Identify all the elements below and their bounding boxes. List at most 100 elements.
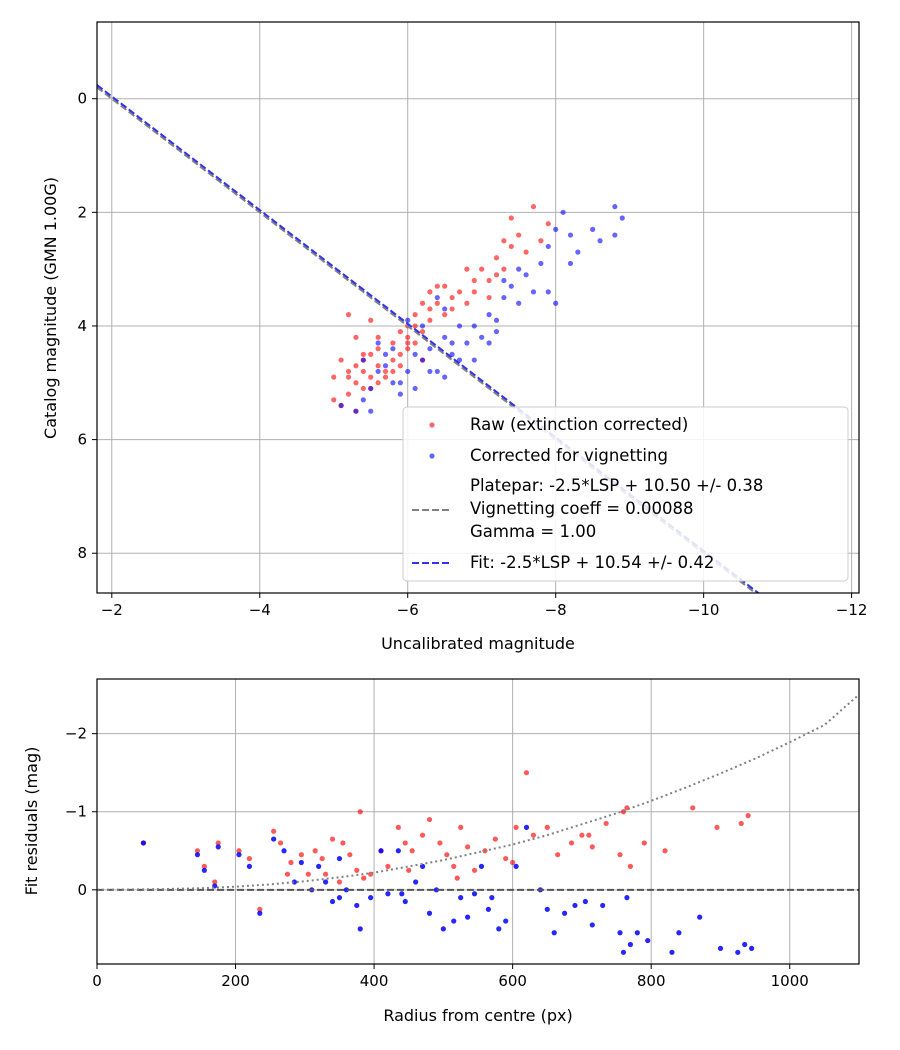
corrected-point bbox=[449, 340, 455, 346]
corrected-residual-point bbox=[395, 848, 401, 854]
corrected-residual-point bbox=[582, 898, 588, 905]
raw-residual-point bbox=[579, 832, 585, 838]
raw-residual-point bbox=[458, 824, 464, 830]
corrected-point bbox=[612, 204, 618, 210]
corrected-point bbox=[516, 300, 522, 306]
raw-point bbox=[412, 323, 418, 329]
platepar-line bbox=[97, 86, 758, 593]
raw-residual-point bbox=[627, 863, 634, 869]
corrected-residual-point bbox=[485, 906, 491, 912]
raw-point bbox=[486, 277, 492, 284]
raw-residual-point bbox=[586, 832, 592, 838]
raw-point bbox=[345, 368, 352, 375]
raw-point bbox=[375, 363, 381, 369]
corrected-point bbox=[368, 408, 374, 414]
raw-point bbox=[501, 238, 507, 244]
raw-residual-point bbox=[385, 863, 391, 869]
raw-point bbox=[449, 294, 455, 301]
calibration-xtick-label: −10 bbox=[688, 601, 720, 619]
corrected-point bbox=[612, 232, 618, 238]
raw-point bbox=[368, 317, 374, 323]
raw-residual-point bbox=[201, 863, 207, 869]
raw-point bbox=[368, 374, 374, 380]
raw-residual-point bbox=[357, 809, 363, 815]
corrected-point bbox=[553, 300, 559, 306]
calibration-xtick-label: −8 bbox=[545, 601, 567, 619]
raw-point bbox=[538, 238, 544, 244]
corrected-residual-point bbox=[496, 926, 502, 932]
raw-residual-point bbox=[444, 852, 450, 858]
raw-residual-point bbox=[271, 828, 277, 834]
calibration-xtick-label: −4 bbox=[249, 601, 271, 619]
legend-raw-marker bbox=[429, 422, 435, 428]
corrected-residual-point bbox=[749, 945, 755, 951]
residuals-xtick-label: 0 bbox=[92, 972, 102, 990]
raw-point bbox=[397, 351, 403, 357]
raw-point bbox=[434, 300, 440, 306]
corrected-point bbox=[382, 363, 389, 369]
raw-point bbox=[382, 374, 389, 380]
raw-residual-point bbox=[544, 824, 550, 830]
corrected-point bbox=[353, 408, 359, 414]
corrected-point bbox=[471, 357, 477, 363]
corrected-residual-point bbox=[523, 824, 530, 830]
calibration-plot-area bbox=[97, 84, 761, 593]
legend-raw-label: Raw (extinction corrected) bbox=[470, 415, 688, 434]
raw-point bbox=[508, 243, 514, 250]
raw-point bbox=[390, 357, 396, 363]
raw-residual-point bbox=[419, 832, 426, 838]
raw-point bbox=[486, 294, 492, 301]
raw-point bbox=[449, 306, 455, 312]
corrected-residual-point bbox=[697, 914, 703, 920]
raw-point bbox=[368, 351, 374, 357]
raw-residual-point bbox=[354, 867, 360, 873]
raw-residual-point bbox=[406, 867, 412, 873]
corrected-point bbox=[516, 266, 522, 272]
corrected-residual-point bbox=[572, 902, 578, 909]
residuals-xtick-label: 600 bbox=[498, 972, 527, 990]
corrected-residual-point bbox=[385, 891, 391, 897]
raw-point bbox=[427, 289, 433, 295]
corrected-residual-point bbox=[281, 848, 287, 854]
raw-point bbox=[412, 340, 418, 346]
corrected-point bbox=[368, 385, 374, 392]
corrected-point bbox=[390, 346, 396, 352]
raw-point bbox=[479, 266, 485, 272]
corrected-residual-point bbox=[451, 918, 457, 924]
raw-point bbox=[375, 380, 381, 386]
residuals-ticks: 0 200 400 600 800 1000 0 −1 −2 bbox=[65, 725, 809, 990]
raw-point bbox=[338, 357, 344, 363]
raw-residual-point bbox=[662, 848, 668, 854]
corrected-residual-point bbox=[298, 859, 304, 866]
raw-point bbox=[434, 283, 440, 289]
corrected-point bbox=[501, 277, 507, 284]
raw-point bbox=[390, 368, 396, 375]
raw-residual-point bbox=[361, 875, 367, 881]
raw-point bbox=[471, 289, 477, 295]
raw-point bbox=[331, 397, 337, 403]
corrected-residual-point bbox=[413, 879, 419, 885]
raw-residual-point bbox=[277, 840, 284, 846]
corrected-point bbox=[360, 397, 366, 403]
corrected-residual-point bbox=[236, 852, 242, 858]
corrected-point bbox=[479, 334, 485, 340]
corrected-point bbox=[619, 215, 625, 221]
calibration-ytick-label: 6 bbox=[77, 431, 87, 449]
raw-residual-point bbox=[298, 852, 304, 858]
corrected-point bbox=[397, 380, 403, 386]
raw-point bbox=[382, 368, 389, 375]
raw-point bbox=[545, 221, 551, 227]
raw-residual-point bbox=[641, 840, 647, 846]
raw-point bbox=[397, 329, 403, 335]
corrected-point bbox=[360, 357, 366, 363]
corrected-point bbox=[560, 209, 566, 215]
calibration-panel: −2 −4 −6 −8 −10 −12 0 2 4 6 8 Uncalibrated magnitu… bbox=[41, 21, 867, 653]
legend-vignetting-label: Vignetting coeff = 0.00088 bbox=[470, 499, 694, 518]
corrected-residual-point bbox=[194, 852, 201, 858]
fit-line bbox=[97, 84, 761, 593]
corrected-residual-point bbox=[458, 895, 464, 901]
raw-point bbox=[419, 329, 426, 335]
raw-point bbox=[405, 334, 411, 340]
raw-point bbox=[442, 283, 448, 289]
